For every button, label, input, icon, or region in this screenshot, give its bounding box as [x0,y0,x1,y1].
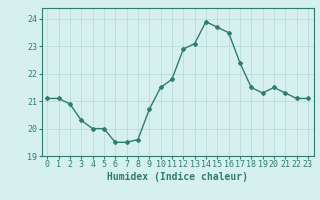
X-axis label: Humidex (Indice chaleur): Humidex (Indice chaleur) [107,172,248,182]
